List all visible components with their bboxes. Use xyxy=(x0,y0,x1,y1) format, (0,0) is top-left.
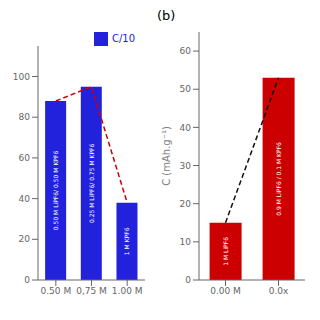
svg-text:0.50 M LiPF6/ 0.50 M KPF6: 0.50 M LiPF6/ 0.50 M KPF6 xyxy=(52,151,59,231)
svg-text:0: 0 xyxy=(185,275,191,285)
svg-text:1.00 M: 1.00 M xyxy=(112,286,143,296)
svg-text:0.50 M: 0.50 M xyxy=(40,286,71,296)
svg-text:0.25 M LiPF6/ 0.75 M KPF6: 0.25 M LiPF6/ 0.75 M KPF6 xyxy=(88,143,95,223)
svg-text:10: 10 xyxy=(180,237,192,247)
svg-text:0: 0 xyxy=(24,275,30,285)
html-text:C/10: C/10 xyxy=(111,33,135,44)
svg-text:100: 100 xyxy=(13,72,30,82)
svg-text:0.00 M: 0.00 M xyxy=(210,286,241,296)
svg-text:30: 30 xyxy=(180,161,192,171)
svg-text:1 M KPF6: 1 M KPF6 xyxy=(123,227,130,255)
svg-text:40: 40 xyxy=(19,194,31,204)
svg-text:1 M LiPF6: 1 M LiPF6 xyxy=(222,237,229,266)
svg-text:C (mAh.g⁻¹): C (mAh.g⁻¹) xyxy=(161,126,172,186)
html-text:(b): (b) xyxy=(157,8,176,23)
svg-text:20: 20 xyxy=(19,234,31,244)
svg-text:0.9 M LiPF6 / 0.1 M KPF6: 0.9 M LiPF6 / 0.1 M KPF6 xyxy=(275,142,282,216)
svg-text:0.0x: 0.0x xyxy=(269,286,289,296)
svg-text:80: 80 xyxy=(19,112,31,122)
svg-text:60: 60 xyxy=(19,153,31,163)
svg-text:0,75 M: 0,75 M xyxy=(76,286,107,296)
svg-text:20: 20 xyxy=(180,199,192,209)
svg-text:50: 50 xyxy=(180,84,192,94)
svg-text:60: 60 xyxy=(180,46,192,56)
svg-text:40: 40 xyxy=(180,123,192,133)
